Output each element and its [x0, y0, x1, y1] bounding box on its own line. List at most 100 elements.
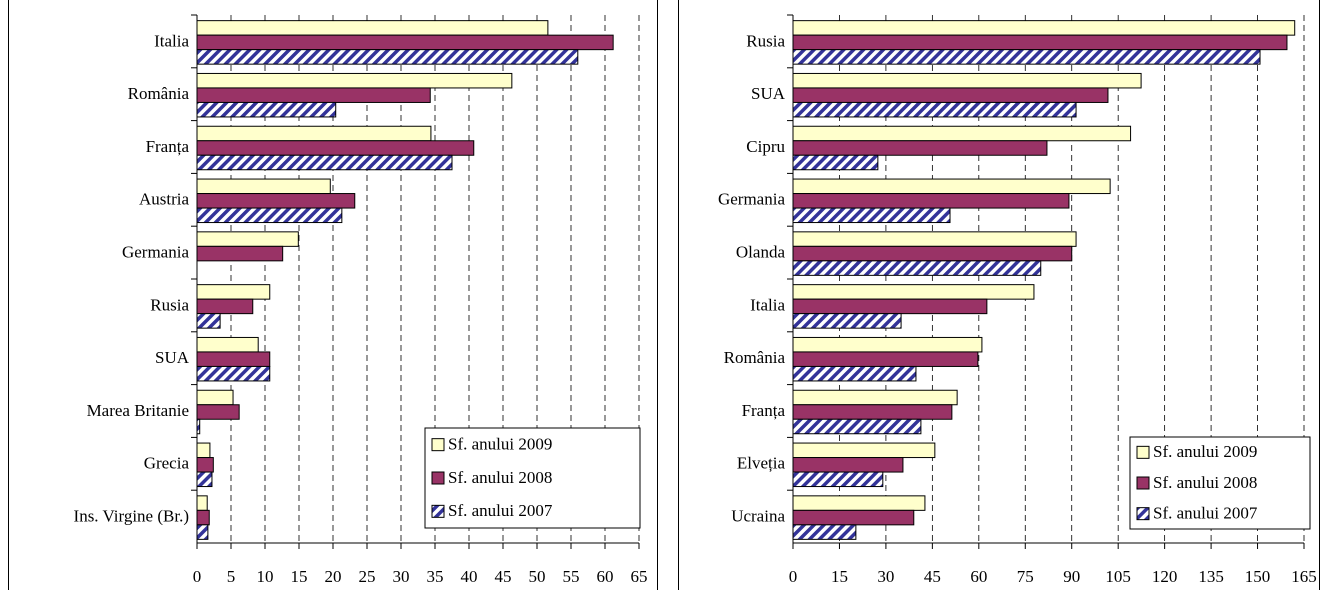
bar [792, 207, 951, 224]
bar [196, 72, 513, 89]
bar [792, 442, 936, 459]
bar [196, 524, 209, 540]
bar [196, 336, 259, 353]
y-tick-label: Olanda [736, 243, 786, 262]
bar [792, 101, 1077, 118]
y-tick-label: Cipru [746, 137, 785, 156]
y-tick-label: Ucraina [731, 507, 785, 526]
x-tick-label: 105 [1105, 567, 1131, 586]
x-tick-label: 135 [1198, 567, 1224, 586]
bar [196, 457, 214, 473]
y-tick-label: Ins. Virgine (Br.) [74, 507, 189, 526]
legend-label: Sf. anului 2009 [1153, 442, 1257, 461]
y-tick-label: SUA [155, 348, 190, 367]
legend-swatch [431, 438, 445, 452]
x-tick-label: 30 [877, 567, 894, 586]
bar [196, 125, 432, 142]
x-tick-label: 5 [227, 567, 236, 586]
legend-label: Sf. anului 2009 [448, 435, 552, 454]
x-tick-label: 90 [1063, 567, 1080, 586]
bar [196, 442, 211, 459]
bar [196, 404, 240, 420]
bar [196, 193, 356, 209]
x-tick-label: 30 [393, 567, 410, 586]
y-tick-label: Italia [154, 31, 189, 50]
bar [792, 193, 1070, 209]
y-tick-label: România [724, 348, 786, 367]
x-tick-label: 60 [597, 567, 614, 586]
x-tick-label: 150 [1245, 567, 1271, 586]
bar [196, 313, 221, 329]
x-tick-label: 120 [1152, 567, 1178, 586]
legend-box [1129, 436, 1311, 530]
legend-label: Sf. anului 2007 [448, 501, 553, 520]
x-tick-label: 75 [1017, 567, 1034, 586]
bar [792, 231, 1077, 247]
bar [196, 87, 431, 103]
x-tick-label: 10 [257, 567, 274, 586]
x-tick-label: 25 [359, 567, 376, 586]
y-tick-label: Rusia [746, 31, 785, 50]
bar [792, 389, 958, 406]
x-tick-label: 40 [461, 567, 478, 586]
bar [196, 389, 234, 406]
legend-swatch [431, 471, 445, 485]
x-tick-label: 15 [831, 567, 848, 586]
bar [792, 404, 953, 420]
bar [792, 245, 1073, 262]
bar [792, 336, 983, 353]
x-tick-label: 35 [427, 567, 444, 586]
bar [792, 20, 1296, 36]
bar [792, 313, 902, 329]
x-tick-label: 60 [970, 567, 987, 586]
bar [792, 34, 1288, 51]
bar [196, 140, 475, 156]
y-tick-label: SUA [751, 84, 786, 103]
legend-swatch [431, 504, 445, 518]
bar [196, 178, 331, 195]
y-tick-label: Germania [718, 190, 785, 209]
bar [196, 101, 337, 118]
bar [196, 34, 614, 51]
x-tick-label: 0 [789, 567, 798, 586]
y-tick-label: Italia [750, 295, 785, 314]
bar [196, 284, 271, 300]
bar [196, 49, 579, 65]
bar [792, 284, 1035, 300]
bar [792, 457, 904, 473]
bar [196, 495, 208, 511]
bar [196, 471, 213, 488]
x-tick-label: 165 [1291, 567, 1317, 586]
legend-swatch [1136, 476, 1150, 490]
bar [792, 140, 1048, 156]
bar [792, 178, 1111, 195]
y-tick-label: Austria [139, 190, 190, 209]
x-tick-label: 45 [924, 567, 941, 586]
bar [196, 207, 343, 224]
bar [792, 72, 1142, 89]
bar [792, 524, 857, 540]
bar [196, 298, 254, 315]
legend-label: Sf. anului 2008 [1153, 473, 1257, 492]
bar [792, 125, 1132, 142]
y-tick-label: Grecia [144, 454, 190, 473]
bar [792, 87, 1109, 103]
x-tick-label: 55 [563, 567, 580, 586]
bar [792, 365, 917, 382]
bar [196, 245, 284, 262]
bar [792, 418, 922, 435]
x-tick-label: 20 [325, 567, 342, 586]
chart-frame [8, 0, 658, 590]
x-tick-label: 15 [291, 567, 308, 586]
bar [792, 49, 1261, 65]
bar [196, 20, 549, 36]
legend-swatch [1136, 507, 1150, 521]
bar [196, 231, 299, 247]
x-tick-label: 0 [193, 567, 202, 586]
bar [792, 260, 1042, 276]
bar [792, 298, 988, 315]
bar [792, 351, 979, 367]
legend-box [424, 427, 641, 529]
bar [196, 351, 271, 367]
